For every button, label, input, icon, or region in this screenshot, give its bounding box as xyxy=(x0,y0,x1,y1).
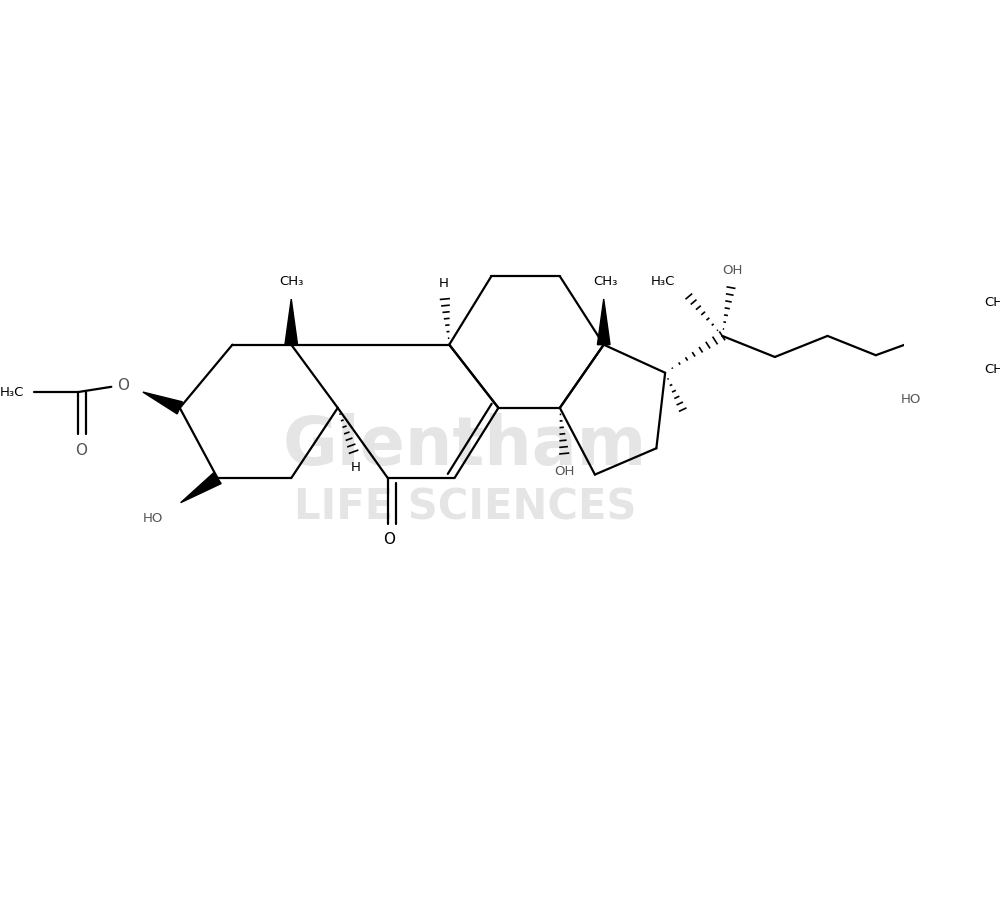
Text: O: O xyxy=(75,444,87,458)
Text: Glentham: Glentham xyxy=(283,412,647,479)
Text: HO: HO xyxy=(901,392,921,406)
Text: LIFE SCIENCES: LIFE SCIENCES xyxy=(294,486,636,528)
Text: O: O xyxy=(384,532,396,547)
Polygon shape xyxy=(181,472,221,503)
Text: OH: OH xyxy=(723,265,743,277)
Text: OH: OH xyxy=(554,464,574,478)
Text: CH₃: CH₃ xyxy=(593,275,618,288)
Polygon shape xyxy=(285,299,298,345)
Text: CH₃: CH₃ xyxy=(984,363,1000,376)
Polygon shape xyxy=(143,392,182,414)
Text: H: H xyxy=(350,461,360,474)
Text: H₃C: H₃C xyxy=(0,385,24,399)
Text: H: H xyxy=(439,276,449,290)
Text: CH₃: CH₃ xyxy=(279,275,303,288)
Text: O: O xyxy=(118,377,130,392)
Text: HO: HO xyxy=(143,512,163,525)
Text: CH₃: CH₃ xyxy=(984,296,1000,309)
Polygon shape xyxy=(597,299,610,345)
Text: H₃C: H₃C xyxy=(650,275,675,288)
